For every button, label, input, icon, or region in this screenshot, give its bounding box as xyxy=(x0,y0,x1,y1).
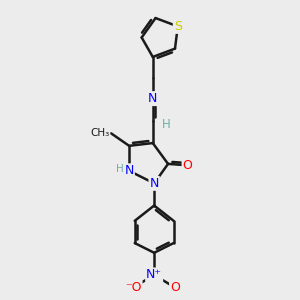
Text: N: N xyxy=(149,177,159,190)
Text: H: H xyxy=(125,166,133,176)
Text: S: S xyxy=(174,20,182,33)
Text: N: N xyxy=(124,164,134,177)
Text: ⁻O: ⁻O xyxy=(125,281,142,294)
Text: N: N xyxy=(148,92,158,105)
Text: O: O xyxy=(183,159,192,172)
Text: CH₃: CH₃ xyxy=(91,128,110,138)
Text: O: O xyxy=(170,281,180,294)
Text: N⁺: N⁺ xyxy=(146,268,162,281)
Text: H: H xyxy=(116,164,123,174)
Text: H: H xyxy=(162,118,171,131)
